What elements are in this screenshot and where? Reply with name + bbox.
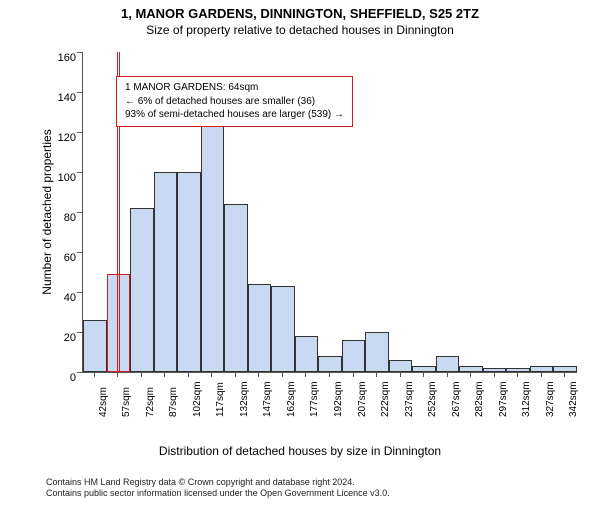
legend-line: 93% of semi-detached houses are larger (… (125, 108, 344, 122)
legend-line: ← 6% of detached houses are smaller (36) (125, 95, 344, 109)
histogram-bar (177, 172, 201, 372)
x-tick-label: 87sqm (168, 387, 179, 417)
histogram-bar (130, 208, 154, 372)
y-tick-label: 40 (46, 292, 76, 304)
x-tick-label: 312sqm (521, 381, 532, 417)
histogram-bar (365, 332, 389, 372)
histogram-bar (248, 284, 272, 372)
y-tick-label: 60 (46, 252, 76, 264)
x-tick-label: 147sqm (262, 381, 273, 417)
histogram-bar (389, 360, 413, 372)
x-tick-label: 327sqm (545, 381, 556, 417)
x-tick-label: 177sqm (309, 381, 320, 417)
chart-legend: 1 MANOR GARDENS: 64sqm← 6% of detached h… (116, 76, 353, 127)
y-tick-label: 80 (46, 212, 76, 224)
footer-attribution: Contains HM Land Registry data © Crown c… (46, 477, 390, 500)
y-tick-label: 100 (46, 172, 76, 184)
histogram-bar (201, 112, 225, 372)
histogram-bar (154, 172, 178, 372)
footer-line-1: Contains HM Land Registry data © Crown c… (46, 477, 390, 489)
histogram-bar (271, 286, 295, 372)
histogram-bar (83, 320, 107, 372)
histogram-bar (224, 204, 248, 372)
y-tick-label: 140 (46, 92, 76, 104)
x-tick-label: 57sqm (121, 387, 132, 417)
histogram-bar (342, 340, 366, 372)
x-tick-label: 282sqm (474, 381, 485, 417)
histogram-chart: Number of detached properties 0204060801… (46, 52, 576, 402)
x-tick-label: 342sqm (568, 381, 579, 417)
x-tick-label: 117sqm (215, 382, 226, 417)
page-subtitle: Size of property relative to detached ho… (0, 23, 600, 37)
x-tick-label: 42sqm (98, 387, 109, 417)
x-tick-label: 297sqm (498, 381, 509, 417)
x-axis-label: Distribution of detached houses by size … (0, 444, 600, 458)
x-tick-label: 252sqm (427, 381, 438, 417)
x-tick-label: 162sqm (286, 381, 297, 417)
x-tick-label: 102sqm (192, 381, 203, 417)
x-tick-label: 222sqm (380, 381, 391, 417)
x-tick-label: 267sqm (451, 381, 462, 417)
y-tick-label: 0 (46, 372, 76, 384)
x-tick-label: 207sqm (357, 381, 368, 417)
x-tick-label: 132sqm (239, 381, 250, 417)
histogram-bar (318, 356, 342, 372)
legend-line: 1 MANOR GARDENS: 64sqm (125, 81, 344, 95)
footer-line-2: Contains public sector information licen… (46, 488, 390, 500)
x-tick-label: 237sqm (404, 381, 415, 417)
y-tick-label: 160 (46, 52, 76, 64)
page-title: 1, MANOR GARDENS, DINNINGTON, SHEFFIELD,… (0, 6, 600, 21)
histogram-bar (295, 336, 319, 372)
histogram-bar (436, 356, 460, 372)
y-tick-label: 120 (46, 132, 76, 144)
x-tick-label: 192sqm (333, 381, 344, 417)
y-tick-label: 20 (46, 332, 76, 344)
x-tick-label: 72sqm (145, 387, 156, 417)
